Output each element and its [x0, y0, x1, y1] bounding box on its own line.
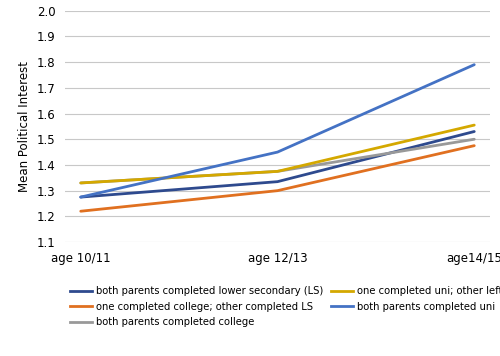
Legend: both parents completed lower secondary (LS), one completed college; other comple: both parents completed lower secondary (…	[70, 287, 500, 328]
Y-axis label: Mean Political Interest: Mean Political Interest	[18, 61, 31, 192]
